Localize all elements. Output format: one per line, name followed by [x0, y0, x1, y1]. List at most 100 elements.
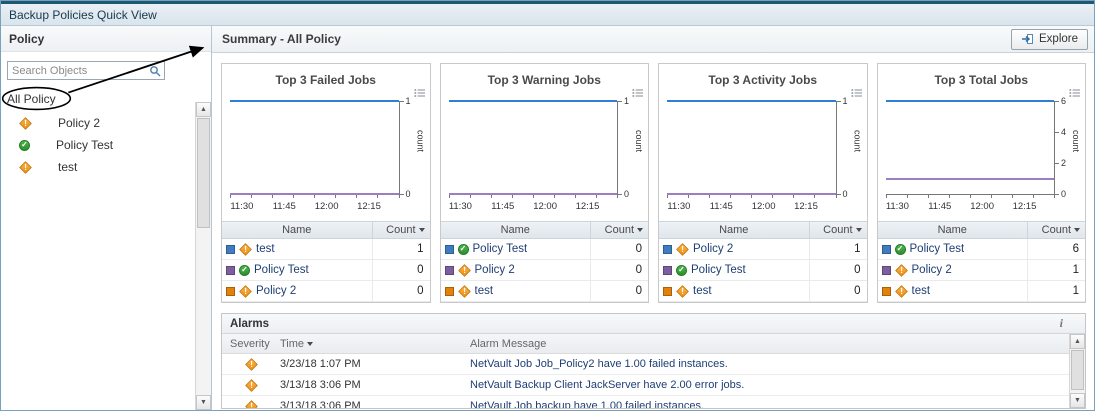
status-normal-icon — [457, 243, 469, 255]
sidebar-scrollbar[interactable]: ▲ ▼ — [195, 102, 211, 410]
table-row[interactable]: test 1 — [877, 281, 1085, 302]
table-row[interactable]: Policy Test 0 — [659, 260, 867, 281]
table-row[interactable]: Policy 2 0 — [440, 260, 648, 281]
y-axis-label: count — [634, 130, 644, 153]
policy-name-link[interactable]: Policy 2 — [256, 285, 297, 297]
alarms-header: Alarms i — [222, 314, 1085, 334]
x-axis-labels: 11:30 11:45 12:00 12:15 — [885, 201, 1037, 212]
policy-name-link[interactable]: Policy Test — [691, 264, 746, 276]
table-row[interactable]: Policy Test 0 — [222, 260, 430, 281]
count-column-header[interactable]: Count — [1027, 222, 1085, 238]
chart-options-icon[interactable] — [413, 88, 425, 98]
chart-options-icon[interactable] — [850, 88, 862, 98]
count-column-header[interactable]: Count — [371, 222, 430, 238]
sidebar-header: Policy — [1, 26, 211, 52]
sort-desc-icon — [418, 228, 425, 232]
explore-button[interactable]: Explore — [1011, 28, 1088, 50]
search-box — [7, 61, 165, 80]
alarms-panel: Alarms i Severity Time Alarm Message 3/2… — [221, 313, 1086, 409]
table-row[interactable]: test 1 — [222, 239, 430, 260]
table-row[interactable]: test 0 — [659, 281, 867, 302]
chart-options-icon[interactable] — [1069, 88, 1080, 98]
name-column-header: Name — [719, 224, 749, 236]
table-row[interactable]: Policy 2 1 — [877, 260, 1085, 281]
alarm-row[interactable]: 3/23/18 1:07 PM NetVault Job Job_Policy2… — [222, 354, 1085, 375]
severity-column-header: Severity — [230, 337, 270, 350]
policy-tree: Policy 2 Policy Test test — [1, 112, 211, 178]
status-warning-icon — [244, 378, 258, 392]
time-column-header[interactable]: Time — [280, 338, 470, 350]
x-axis-labels: 11:30 11:45 12:00 12:15 — [230, 201, 381, 212]
policy-name-link[interactable]: test — [474, 285, 494, 297]
table-row[interactable]: Policy Test 0 — [440, 239, 648, 260]
count-column-header[interactable]: Count — [808, 222, 867, 238]
card-table-header: Name Count — [440, 221, 648, 239]
table-row[interactable]: Policy 2 1 — [659, 239, 867, 260]
count-column-header[interactable]: Count — [590, 222, 648, 238]
card-table: Name Count test 1 Policy Test 0 Polic — [222, 221, 430, 302]
policy-name-link[interactable]: Policy Test — [909, 243, 965, 255]
policy-name-link[interactable]: Policy 2 — [474, 264, 515, 276]
x-axis-labels: 11:30 11:45 12:00 12:15 — [448, 201, 600, 212]
series-legend-swatch — [663, 286, 672, 296]
alarms-table-body: 3/23/18 1:07 PM NetVault Job Job_Policy2… — [222, 354, 1085, 408]
chart-options-icon[interactable] — [632, 88, 643, 98]
alarm-row[interactable]: 3/13/18 3:06 PM NetVault Job backup have… — [222, 396, 1085, 408]
status-warning-icon — [244, 399, 258, 408]
policy-name-link[interactable]: Policy Test — [472, 243, 528, 255]
status-warning-icon — [894, 263, 908, 277]
policy-name-link[interactable]: test — [256, 243, 275, 255]
card-table-body: Policy Test 6 Policy 2 1 test 1 — [877, 239, 1085, 302]
table-row[interactable]: test 0 — [440, 281, 648, 302]
alarm-time: 3/23/18 1:07 PM — [280, 358, 361, 370]
count-value: 0 — [590, 281, 648, 301]
series-legend-swatch — [226, 244, 235, 254]
message-column-header: Alarm Message — [470, 337, 547, 350]
count-value: 1 — [1027, 260, 1085, 280]
alarm-row[interactable]: 3/13/18 3:06 PM NetVault Backup Client J… — [222, 375, 1085, 396]
name-column-header: Name — [937, 224, 967, 236]
scroll-up-icon[interactable]: ▲ — [1070, 334, 1085, 349]
sidebar-policy-item[interactable]: Policy 2 — [1, 112, 211, 134]
alarm-message: NetVault Backup Client JackServer have 2… — [470, 379, 745, 391]
count-value: 1 — [1027, 281, 1085, 301]
explore-icon — [1021, 33, 1034, 45]
policy-name-link[interactable]: Policy Test — [254, 264, 309, 276]
sidebar-policy-item[interactable]: Policy Test — [1, 134, 211, 156]
search-icon[interactable] — [149, 65, 161, 77]
table-row[interactable]: Policy 2 0 — [222, 281, 430, 302]
card-title: Top 3 Warning Jobs — [487, 73, 601, 87]
sort-desc-icon — [855, 228, 862, 232]
alarms-scrollbar[interactable]: ▲ ▼ — [1069, 334, 1085, 408]
card-table-body: test 1 Policy Test 0 Policy 2 0 — [222, 239, 430, 302]
sidebar-policy-item[interactable]: test — [1, 156, 211, 178]
tree-item-all-policy[interactable]: All Policy — [7, 92, 56, 106]
series-legend-swatch — [881, 244, 891, 254]
scroll-down-icon[interactable]: ▼ — [1070, 393, 1085, 408]
table-row[interactable]: Policy Test 6 — [877, 239, 1085, 260]
status-warning-icon — [19, 116, 32, 130]
count-value: 0 — [808, 260, 867, 280]
policy-name-link[interactable]: Policy 2 — [693, 243, 734, 255]
search-input[interactable] — [8, 64, 149, 77]
scrollbar-thumb[interactable] — [197, 118, 210, 228]
policy-item-label: Policy 2 — [58, 116, 101, 130]
app-body: Policy All Policy Policy 2 Policy Test t… — [1, 26, 1094, 410]
policy-item-label: test — [58, 160, 78, 174]
scroll-up-icon[interactable]: ▲ — [196, 102, 211, 117]
series-legend-swatch — [881, 265, 891, 275]
scroll-down-icon[interactable]: ▼ — [196, 395, 211, 410]
policy-name-link[interactable]: test — [911, 285, 931, 297]
status-warning-icon — [457, 284, 471, 298]
info-icon[interactable]: i — [1059, 316, 1063, 330]
series-legend-swatch — [444, 265, 454, 275]
scrollbar-thumb[interactable] — [1071, 350, 1084, 390]
status-warning-icon — [239, 284, 252, 298]
policy-name-link[interactable]: test — [693, 285, 712, 297]
policy-name-link[interactable]: Policy 2 — [911, 264, 952, 276]
